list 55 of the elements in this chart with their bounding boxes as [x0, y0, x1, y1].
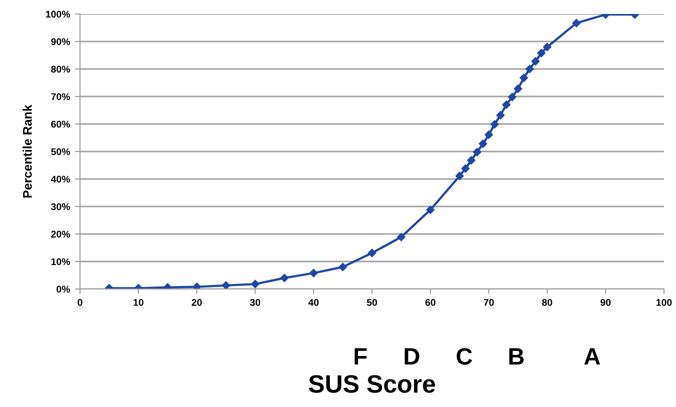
x-tick-label: 50: [366, 298, 378, 306]
point: [537, 48, 546, 58]
text: C: [456, 348, 472, 365]
y-tick-label: 70%: [51, 93, 70, 100]
y-tick-label: 0%: [56, 286, 70, 293]
point: [472, 148, 482, 156]
point: [309, 268, 318, 278]
point: [461, 164, 470, 173]
point: [543, 42, 552, 52]
y-tick-label: 80%: [51, 66, 70, 73]
point: [526, 64, 534, 74]
text: A: [584, 348, 600, 365]
x-tick-label: 80: [542, 298, 552, 306]
point: [455, 172, 464, 180]
text: F: [354, 348, 367, 365]
point: [338, 262, 347, 272]
point: [222, 281, 230, 289]
y-tick-label: 50%: [51, 148, 70, 156]
y-tick-label: 20%: [51, 230, 70, 238]
x-tick-label: 70: [484, 298, 494, 306]
x-tick-label: 100: [656, 298, 672, 306]
point: [508, 92, 516, 102]
x-tick-label: 10: [134, 298, 144, 306]
point: [478, 140, 488, 148]
x-tick-label: 40: [308, 298, 319, 306]
y-tick-label: 30%: [51, 203, 70, 210]
y-axis-title: Percentile Rank: [22, 104, 32, 198]
text: D: [404, 348, 420, 365]
y-tick-label: 100%: [46, 10, 70, 18]
point: [192, 282, 201, 289]
point: [368, 248, 376, 258]
point: [397, 232, 406, 242]
x-tick-label: 20: [192, 298, 202, 306]
point: [467, 156, 476, 164]
point: [531, 57, 540, 66]
point: [514, 84, 522, 93]
x-tick-label: 90: [600, 298, 611, 306]
y-tick-label: 40%: [50, 176, 70, 183]
point: [426, 206, 435, 214]
x-axis-title: SUS Score: [308, 375, 436, 393]
x-tick-label: 30: [250, 298, 260, 306]
point: [520, 74, 528, 82]
y-tick-label: 90%: [51, 38, 70, 46]
y-tick-label: 60%: [51, 120, 70, 128]
point: [496, 111, 505, 120]
x-tick-label: 0: [78, 298, 82, 306]
point: [490, 120, 499, 128]
text: B: [509, 348, 524, 365]
point: [251, 280, 260, 288]
point: [280, 274, 289, 282]
x-tick-label: 60: [425, 298, 436, 306]
point: [484, 130, 493, 139]
y-tick-label: 10%: [51, 258, 70, 266]
point: [502, 100, 510, 109]
point: [572, 18, 581, 28]
